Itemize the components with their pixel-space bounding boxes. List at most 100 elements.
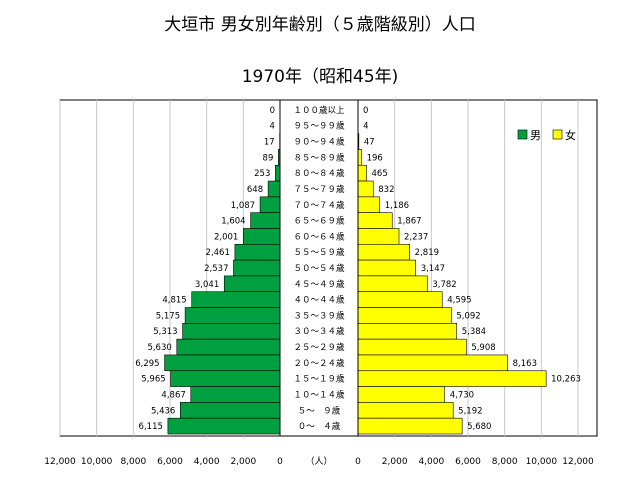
x-tick-label: 4,000 xyxy=(194,457,220,467)
x-tick-label: 12,000 xyxy=(562,457,594,467)
age-group-label: ５０～５４歳 xyxy=(293,263,345,274)
female-value-label: 3,147 xyxy=(421,264,445,274)
x-tick-label: 2,000 xyxy=(382,457,408,467)
female-bar xyxy=(357,386,446,403)
female-value-label: 5,384 xyxy=(462,327,486,337)
female-bar xyxy=(357,164,367,182)
female-value-label: 2,237 xyxy=(404,232,428,242)
male-bar xyxy=(176,338,281,356)
male-bar xyxy=(267,180,281,198)
male-bar xyxy=(259,196,281,213)
age-group-label: ９０～９４歳 xyxy=(293,137,345,148)
male-value-label: 1,087 xyxy=(231,201,255,211)
male-value-label: 0 xyxy=(270,106,275,116)
female-value-label: 832 xyxy=(378,185,394,195)
female-bar xyxy=(357,291,443,308)
age-group-label: ６５～６９歳 xyxy=(293,216,345,227)
x-tick-label: 0 xyxy=(277,457,283,467)
male-bar xyxy=(223,275,281,293)
female-bar xyxy=(357,149,362,166)
male-value-label: 3,041 xyxy=(195,280,219,290)
female-bar xyxy=(357,196,381,213)
female-value-label: 196 xyxy=(367,153,383,163)
female-bar xyxy=(357,243,410,261)
male-bar xyxy=(234,243,281,261)
female-bar xyxy=(357,354,508,372)
male-value-label: 4,815 xyxy=(162,296,186,306)
female-bar xyxy=(357,275,428,293)
age-group-label: ２０～２４歳 xyxy=(293,358,345,369)
chart-title: 大垣市 男女別年齢別（５歳階級別）人口 xyxy=(164,15,476,35)
age-group-label: ３５～３９歳 xyxy=(293,310,345,321)
male-bar xyxy=(167,417,281,435)
x-tick-label: 0 xyxy=(355,457,361,467)
male-bar xyxy=(275,164,281,182)
unit-label: （人） xyxy=(305,456,332,467)
x-tick-label: 6,000 xyxy=(455,457,481,467)
female-value-label: 5,192 xyxy=(458,406,482,416)
male-bar xyxy=(190,386,281,403)
age-group-label: ８５～８９歳 xyxy=(293,152,345,163)
male-value-label: 4,867 xyxy=(161,390,185,400)
legend-swatch-male xyxy=(517,129,528,140)
female-value-label: 0 xyxy=(363,106,368,116)
male-value-label: 5,175 xyxy=(156,311,180,321)
age-group-label: １０～１４歳 xyxy=(293,389,345,400)
age-group-label: ２５～２９歳 xyxy=(293,342,345,353)
female-value-label: 4,730 xyxy=(450,390,474,400)
male-value-label: 5,313 xyxy=(153,327,177,337)
male-value-label: 5,630 xyxy=(147,343,171,353)
male-value-label: 2,461 xyxy=(206,248,230,258)
male-bar xyxy=(184,307,281,324)
male-value-label: 5,965 xyxy=(141,375,165,385)
legend-label-female: 女 xyxy=(565,128,576,142)
age-group-label: ７０～７４歳 xyxy=(293,200,345,211)
female-value-label: 1,186 xyxy=(385,201,409,211)
x-tick-label: 10,000 xyxy=(81,457,113,467)
legend-label-male: 男 xyxy=(530,129,541,142)
female-value-label: 5,908 xyxy=(471,343,495,353)
male-value-label: 4 xyxy=(270,122,275,132)
female-bar xyxy=(357,259,416,277)
male-value-label: 1,604 xyxy=(221,217,245,227)
male-bar xyxy=(243,228,281,245)
female-bar xyxy=(357,307,452,324)
female-value-label: 2,819 xyxy=(415,248,439,258)
female-value-label: 4,595 xyxy=(447,296,471,306)
male-value-label: 6,115 xyxy=(139,422,163,432)
age-group-label: １００歳以上 xyxy=(293,105,345,116)
age-group-label: １５～１９歳 xyxy=(293,374,345,385)
x-tick-label: 12,000 xyxy=(44,457,76,467)
x-tick-label: 8,000 xyxy=(492,457,518,467)
age-group-label: ６０～６４歳 xyxy=(293,231,345,242)
male-bar xyxy=(182,323,281,340)
female-bar xyxy=(357,212,393,229)
male-value-label: 89 xyxy=(263,153,274,163)
female-bar xyxy=(357,370,547,387)
chart-subtitle: 1970年（昭和45年) xyxy=(241,67,399,87)
age-group-label: ５５～５９歳 xyxy=(293,247,345,258)
male-bar xyxy=(233,259,281,277)
age-group-label: ０～ ４歳 xyxy=(298,421,341,432)
x-tick-label: 6,000 xyxy=(157,457,183,467)
male-bar xyxy=(250,212,281,229)
female-bar xyxy=(357,228,400,245)
female-bar xyxy=(357,417,463,435)
female-value-label: 5,680 xyxy=(467,422,491,432)
male-value-label: 5,436 xyxy=(151,406,175,416)
male-value-label: 17 xyxy=(264,138,275,148)
x-tick-label: 8,000 xyxy=(120,457,146,467)
female-value-label: 10,263 xyxy=(551,375,581,385)
male-value-label: 253 xyxy=(254,169,270,179)
x-tick-label: 4,000 xyxy=(418,457,444,467)
male-value-label: 2,537 xyxy=(204,264,228,274)
age-group-label: ８０～８４歳 xyxy=(293,168,345,179)
female-bar xyxy=(357,323,458,340)
female-value-label: 4 xyxy=(363,122,368,132)
female-bar xyxy=(357,180,374,198)
male-value-label: 648 xyxy=(247,185,263,195)
legend-swatch-female xyxy=(552,129,563,140)
age-group-label: ７５～７９歳 xyxy=(293,184,345,195)
female-value-label: 1,867 xyxy=(397,217,421,227)
